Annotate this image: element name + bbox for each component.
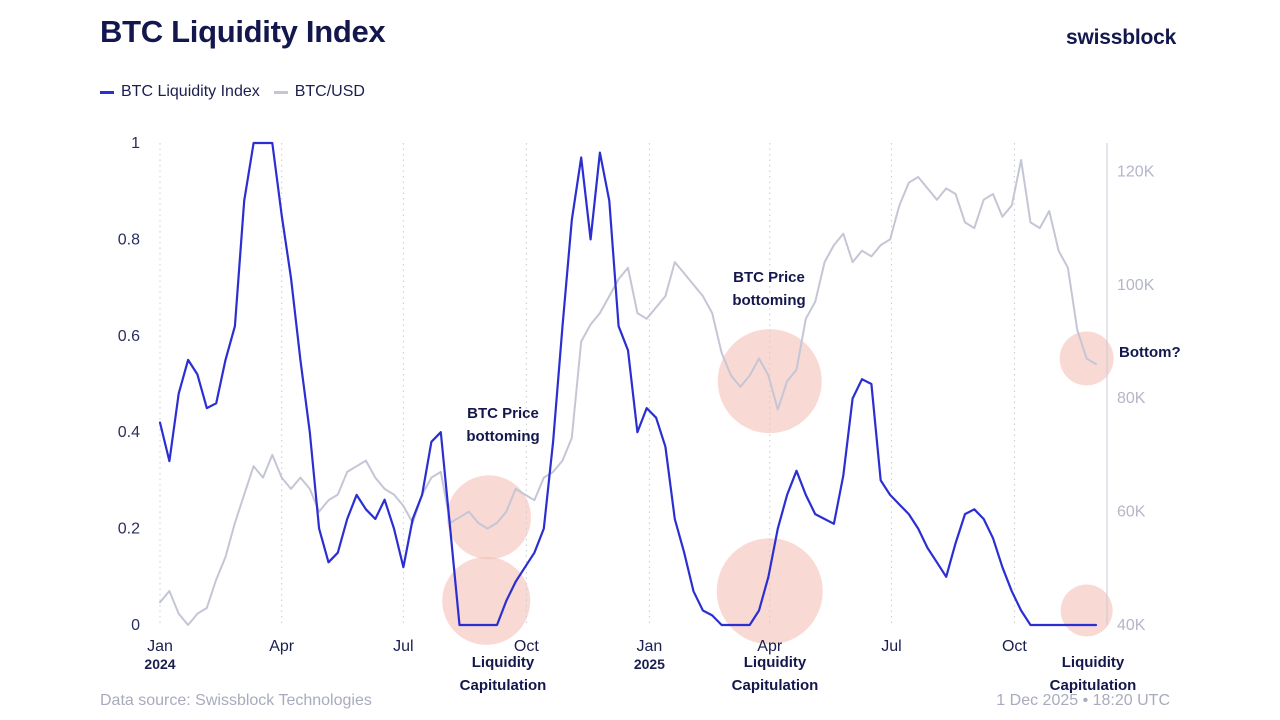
y-right-tick-label: 120K <box>1117 163 1155 180</box>
timestamp: 1 Dec 2025 • 18:20 UTC <box>996 692 1170 709</box>
legend-item-btcusd: BTC/USD <box>273 83 365 101</box>
highlight-circle-4 <box>716 538 823 645</box>
x-tick-label: Jan <box>147 638 173 655</box>
y-left-tick-label: 1 <box>131 135 140 152</box>
x-tick-year: 2025 <box>634 656 665 672</box>
series-line-liquidity-index <box>158 141 1098 627</box>
chart-title: BTC Liquidity Index <box>100 14 386 49</box>
y-left-tick-label: 0.4 <box>118 424 140 441</box>
x-tick-label: Jan <box>636 638 662 655</box>
x-tick-label: Jul <box>881 638 901 655</box>
annotation-label: BTC Price <box>733 269 805 286</box>
legend-swatch-btcusd <box>273 90 288 94</box>
legend-label-liquidity: BTC Liquidity Index <box>121 83 260 100</box>
y-left-tick-label: 0.2 <box>118 521 140 538</box>
annotation-label: Liquidity <box>472 654 535 671</box>
legend-swatch-liquidity <box>100 90 114 94</box>
series-line-btc-usd <box>159 159 1097 626</box>
annotation-label: Capitulation <box>460 677 547 694</box>
x-tick-label: Oct <box>514 638 539 655</box>
legend-label-btcusd: BTC/USD <box>294 83 365 100</box>
brand-logo: swissblock <box>1066 26 1177 49</box>
y-right-tick-label: 80K <box>1117 390 1146 407</box>
annotation-label: Liquidity <box>744 654 807 671</box>
annotation-label: bottoming <box>732 292 805 309</box>
legend-item-liquidity: BTC Liquidity Index <box>100 83 260 101</box>
annotation-layer: BTC Price bottoming BTC Price bottoming Bott… <box>460 269 1181 694</box>
series-layer <box>158 141 1098 627</box>
x-tick-label: Apr <box>269 638 295 655</box>
x-tick-label: Oct <box>1002 638 1027 655</box>
annotation-label: Capitulation <box>732 677 819 694</box>
y-right-tick-label: 100K <box>1117 277 1155 294</box>
y-left-tick-label: 0.8 <box>118 231 140 248</box>
annotation-label: Liquidity <box>1062 654 1125 671</box>
x-tick-label: Apr <box>757 638 783 655</box>
highlight-circle-6 <box>1060 584 1113 637</box>
annotation-label: BTC Price <box>467 405 539 422</box>
highlight-circle-1 <box>446 475 531 560</box>
annotation-label: Capitulation <box>1050 677 1137 694</box>
y-left-tick-label: 0 <box>131 617 140 634</box>
annotation-label: Bottom? <box>1119 344 1181 361</box>
y-right-tick-label: 40K <box>1117 617 1146 634</box>
highlight-circle-2 <box>442 556 531 645</box>
x-tick-label: Jul <box>393 638 413 655</box>
grid-layer <box>159 143 1108 625</box>
data-source: Data source: Swissblock Technologies <box>100 692 372 709</box>
annotation-label: bottoming <box>466 428 539 445</box>
y-right-tick-label: 60K <box>1117 504 1146 521</box>
highlights-layer <box>442 329 1114 645</box>
x-tick-year: 2024 <box>144 656 175 672</box>
legend: BTC Liquidity Index BTC/USD <box>100 83 379 101</box>
y-left-tick-label: 0.6 <box>118 328 140 345</box>
